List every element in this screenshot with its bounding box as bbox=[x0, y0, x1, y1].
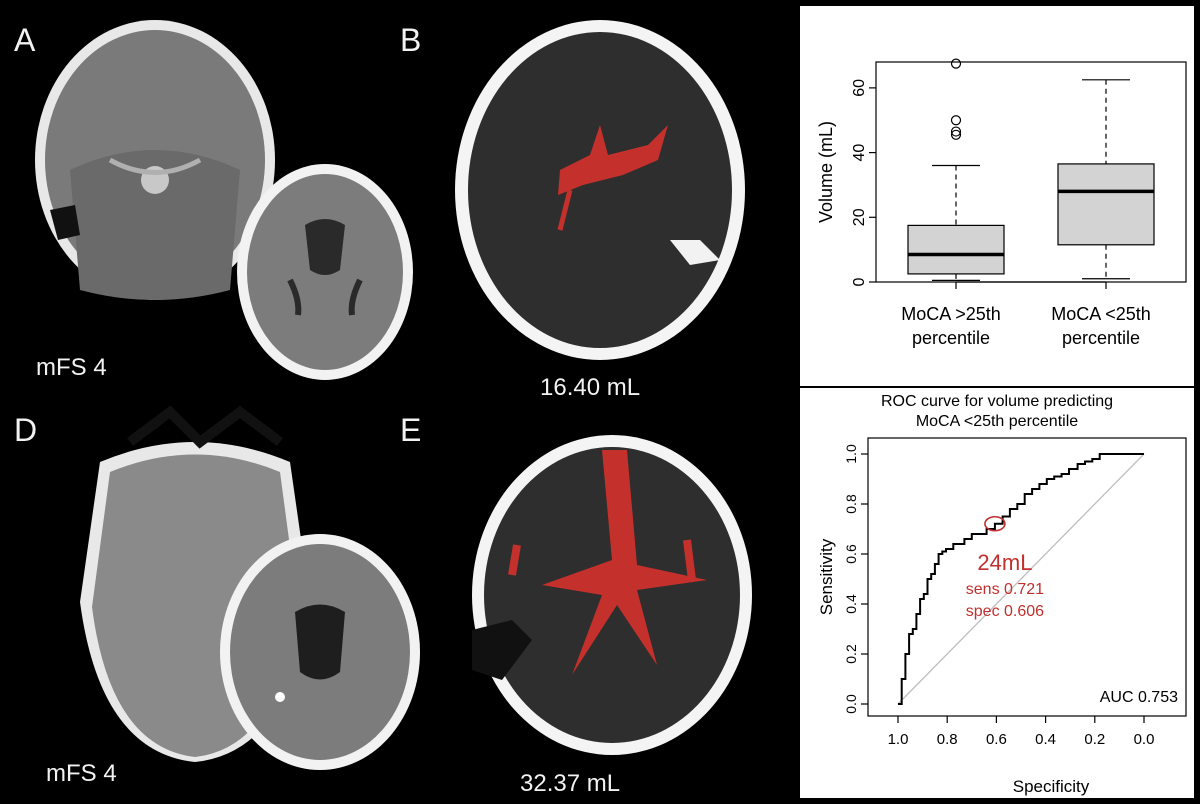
x-tick-label: 0.4 bbox=[1035, 731, 1056, 748]
chance-diagonal bbox=[897, 453, 1145, 705]
x-tick-label: MoCA >25th bbox=[901, 304, 1001, 324]
box-iqr bbox=[907, 224, 1005, 275]
ct-scan-panel-a bbox=[35, 20, 413, 380]
panel-e-caption: 32.37 mL bbox=[520, 770, 621, 797]
y-tick-label: 0.2 bbox=[843, 644, 859, 664]
roc-title-line2: MoCA <25th percentile bbox=[916, 413, 1078, 430]
panel-letter-e: E bbox=[400, 412, 422, 448]
panel-letter-b: B bbox=[400, 22, 422, 58]
box-iqr bbox=[1057, 163, 1155, 246]
y-tick-label: 0.6 bbox=[843, 544, 859, 564]
roc-curve bbox=[898, 453, 1144, 705]
roc-y-axis-label: Sensitivity bbox=[817, 538, 836, 615]
y-tick-label: 0.0 bbox=[843, 694, 859, 714]
panel-letter-a: A bbox=[14, 22, 36, 58]
roc-title-line1: ROC curve for volume predicting bbox=[881, 393, 1113, 410]
cutoff-spec: spec 0.606 bbox=[966, 603, 1044, 620]
cutoff-label: 24mL bbox=[977, 550, 1032, 575]
panel-letter-d: D bbox=[14, 412, 38, 448]
ct-scan-panel-b bbox=[455, 20, 745, 360]
x-tick-label: percentile bbox=[912, 328, 990, 348]
ct-scan-panel-d bbox=[80, 405, 420, 770]
cutoff-sens: sens 0.721 bbox=[966, 581, 1044, 598]
x-tick-label: MoCA <25th bbox=[1051, 304, 1151, 324]
x-tick-label: 0.8 bbox=[937, 731, 958, 748]
x-tick-label: 0.2 bbox=[1084, 731, 1105, 748]
panel-a-caption: mFS 4 bbox=[36, 354, 107, 381]
hemorrhage-overlay bbox=[558, 125, 668, 195]
x-tick-label: percentile bbox=[1062, 328, 1140, 348]
y-tick-label: 20 bbox=[851, 208, 868, 226]
y-tick-label: 40 bbox=[851, 144, 868, 162]
plot-frame bbox=[867, 437, 1187, 717]
cutoff-marker bbox=[984, 515, 1006, 532]
panel-d-caption: mFS 4 bbox=[46, 760, 117, 787]
y-tick-label: 0.8 bbox=[843, 494, 859, 514]
y-tick-label: 0.4 bbox=[843, 594, 859, 614]
outlier-point bbox=[950, 129, 962, 140]
ct-scan-panel-e bbox=[472, 435, 752, 755]
x-axis-label: Specificity bbox=[1013, 777, 1090, 796]
x-tick-label: 0.0 bbox=[1134, 731, 1155, 748]
outlier-point bbox=[950, 126, 962, 137]
hemorrhage-overlay-e bbox=[542, 450, 707, 675]
auc-label: AUC 0.753 bbox=[1100, 689, 1178, 706]
outlier-point bbox=[950, 58, 962, 69]
x-tick-label: 0.6 bbox=[986, 731, 1007, 748]
panel-b-caption: 16.40 mL bbox=[540, 374, 641, 401]
roc-chart: ROC curve for volume predicting MoCA <25… bbox=[800, 388, 1194, 798]
boxplot-chart: 0 20 40 60 MoCA >25th percentile MoCA <25th per… bbox=[800, 6, 1194, 386]
x-tick-label: 1.0 bbox=[888, 731, 909, 748]
outlier-point bbox=[950, 115, 962, 126]
y-tick-label: 1.0 bbox=[843, 444, 859, 464]
y-tick-label: 60 bbox=[851, 79, 868, 97]
y-axis-label: Volume (mL) bbox=[816, 121, 836, 223]
y-tick-label: 0 bbox=[851, 277, 868, 286]
